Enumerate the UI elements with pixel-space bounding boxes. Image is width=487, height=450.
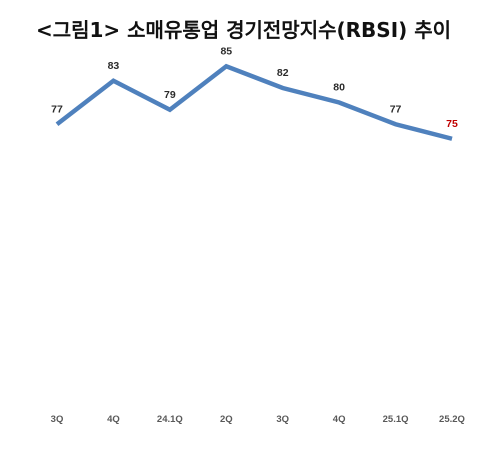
x-tick-label-2: 24.1Q <box>157 414 183 425</box>
data-label-6: 77 <box>390 103 402 115</box>
x-tick-label-0: 3Q <box>51 414 64 425</box>
data-label-0: 77 <box>51 103 63 115</box>
data-label-1: 83 <box>108 60 120 72</box>
x-tick-label-1: 4Q <box>107 414 120 425</box>
x-tick-label-6: 25.1Q <box>383 414 409 425</box>
data-label-3: 85 <box>220 45 232 57</box>
data-label-5: 80 <box>333 82 345 94</box>
x-tick-label-7: 25.2Q <box>439 414 465 425</box>
data-label-7: 75 <box>446 118 458 130</box>
x-axis-tick-layer: 3Q 4Q 24.1Q 2Q 3Q 4Q 25.1Q 25.2Q <box>51 414 465 425</box>
chart-title: <그림1> 소매유통업 경기전망지수(RBSI) 추이 <box>35 18 452 42</box>
x-tick-label-4: 3Q <box>276 414 289 425</box>
data-label-4: 82 <box>277 67 289 79</box>
series-line <box>55 63 453 141</box>
data-label-layer: 77 83 79 85 82 80 77 75 <box>51 45 458 130</box>
x-tick-label-3: 2Q <box>220 414 233 425</box>
series-line-layer <box>55 63 453 141</box>
x-tick-label-5: 4Q <box>333 414 346 425</box>
data-label-2: 79 <box>164 89 176 101</box>
